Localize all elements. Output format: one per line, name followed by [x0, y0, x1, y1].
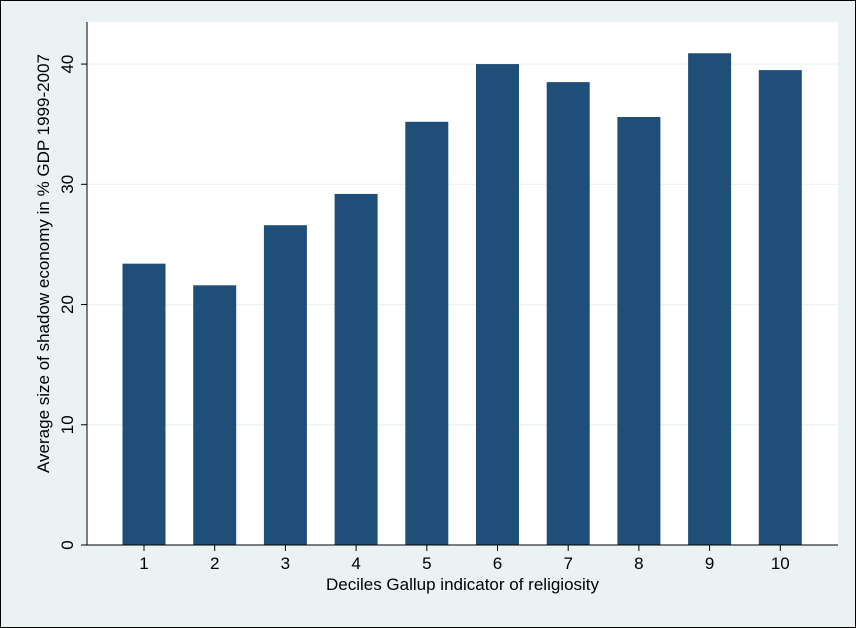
y-tick-label: 30: [58, 175, 77, 194]
bar: [476, 64, 519, 546]
bar: [688, 53, 732, 546]
x-tick-label: 3: [281, 554, 290, 573]
y-axis-title: Average size of shadow economy in % GDP …: [34, 54, 53, 473]
x-tick-label: 10: [771, 554, 790, 573]
x-tick-label: 8: [634, 554, 643, 573]
x-tick-label: 7: [563, 554, 572, 573]
x-tick-label: 6: [493, 554, 502, 573]
y-tick-label: 10: [58, 415, 77, 434]
y-tick-labels: 0 10 20 30 40: [58, 55, 77, 550]
bar: [405, 121, 449, 545]
bars: [122, 53, 802, 546]
x-tick-label: 4: [351, 554, 360, 573]
bar: [334, 193, 378, 545]
bar: [617, 116, 661, 546]
bar: [546, 82, 590, 546]
x-tick-label: 1: [139, 554, 148, 573]
x-axis-title: Deciles Gallup indicator of religiosity: [326, 575, 600, 594]
x-tick-label: 5: [422, 554, 431, 573]
y-tick-label: 0: [58, 540, 77, 549]
x-tick-label: 9: [705, 554, 714, 573]
y-tick-label: 20: [58, 295, 77, 314]
bar: [122, 263, 166, 545]
axes: [81, 22, 838, 551]
y-tick-label: 40: [58, 55, 77, 74]
bar: [263, 225, 307, 545]
x-tick-label: 2: [210, 554, 219, 573]
x-tick-labels: 1 2 3 4 5 6 7 8 9 10: [139, 554, 789, 573]
bar: [758, 70, 802, 546]
bar: [193, 285, 237, 545]
